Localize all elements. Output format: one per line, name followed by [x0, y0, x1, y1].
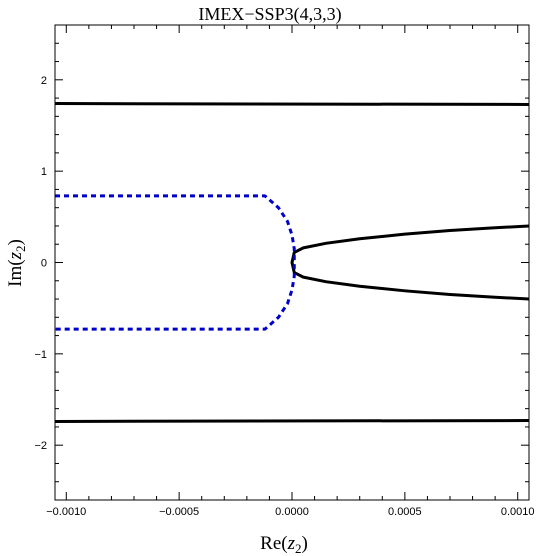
ticks-layer: −0.0010 −0.0005 0.0000 0.0005 0.0010 −2 −1 0 1 2 [34, 24, 535, 518]
series-1-line [55, 102, 529, 106]
y-axis-label: Im(z2) [5, 239, 28, 287]
x-tick-label: 0.0005 [388, 506, 422, 518]
y-tick-label: −1 [34, 349, 47, 361]
chart-title: IMEX−SSP3(4,3,3) [198, 4, 341, 25]
y-tick-label: 2 [41, 75, 47, 87]
y-tick-label: 1 [41, 166, 47, 178]
x-tick-label: −0.0010 [46, 506, 86, 518]
y-tick-label: 0 [41, 258, 47, 270]
series-2-line [55, 419, 529, 423]
x-tick-label: 0.0010 [501, 506, 535, 518]
series-layer [55, 102, 529, 423]
x-axis-label: Re(z2) [260, 533, 308, 556]
y-tick-label: −2 [34, 440, 47, 452]
series-3-line [290, 224, 529, 301]
x-tick-label: −0.0005 [159, 506, 199, 518]
x-tick-label: 0.0000 [275, 506, 309, 518]
